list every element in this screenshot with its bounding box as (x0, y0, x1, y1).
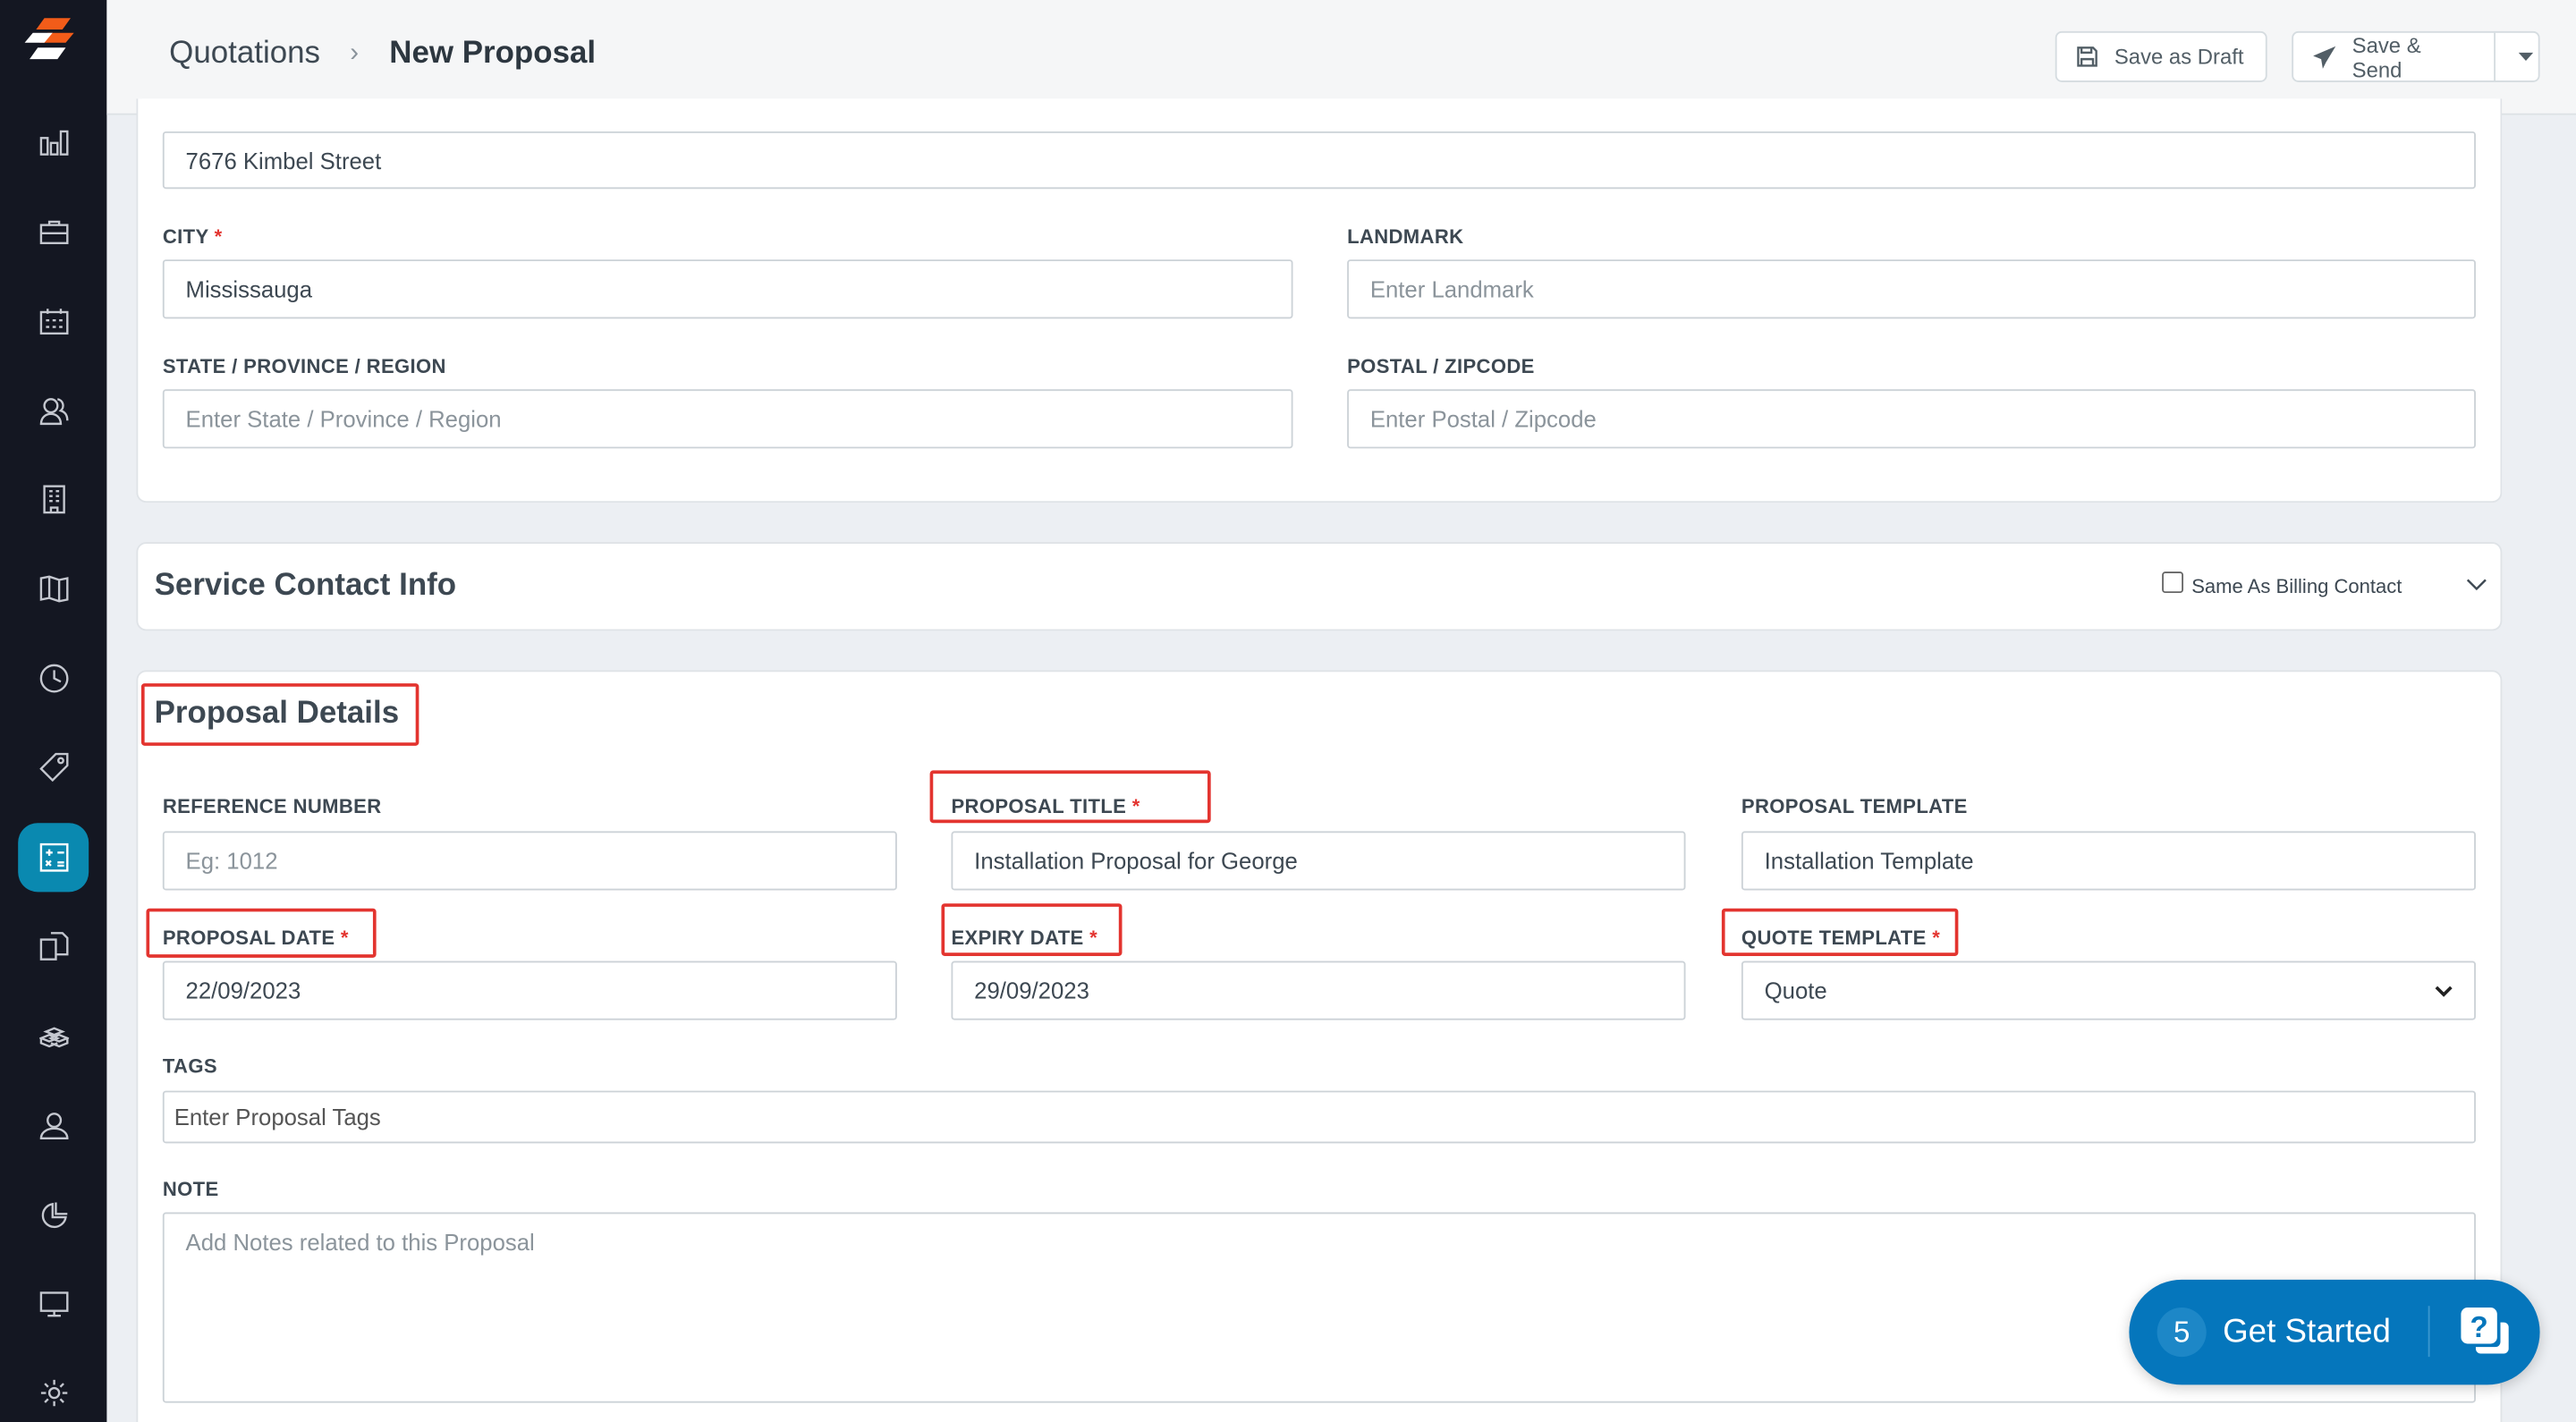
tags-input[interactable]: Enter Proposal Tags (162, 1090, 2476, 1144)
get-started-count-badge: 5 (2157, 1308, 2207, 1358)
page-header: Quotations › New Proposal Save as Draft … (106, 0, 2576, 115)
highlight-box (929, 770, 1211, 824)
highlight-box (941, 903, 1123, 956)
sidebar-item-calendar[interactable] (18, 287, 89, 356)
get-started-label: Get Started (2223, 1314, 2391, 1350)
proposal-template-label: PROPOSAL TEMPLATE (1741, 794, 1968, 818)
user-icon (38, 1113, 68, 1140)
calculator-icon (38, 842, 68, 872)
proposal-date-label: PROPOSAL DATE * (162, 926, 349, 950)
calendar-icon (38, 309, 68, 335)
sidebar-item-pricing[interactable] (18, 732, 89, 801)
clock-icon (38, 664, 68, 693)
gear-icon (39, 1379, 67, 1407)
floppy-disk-icon (2077, 47, 2097, 67)
proposal-date-input[interactable]: 22/09/2023 (162, 961, 897, 1020)
sidebar-item-jobs[interactable] (18, 197, 89, 266)
proposal-details-title: Proposal Details (154, 696, 400, 732)
sidebar-item-inventory[interactable] (18, 1002, 89, 1071)
sidebar-item-users[interactable] (18, 1091, 89, 1160)
map-icon (38, 575, 68, 603)
note-textarea[interactable]: Add Notes related to this Proposal (162, 1212, 2476, 1403)
caret-down-icon (2517, 52, 2533, 61)
save-send-button[interactable]: Save & Send (2293, 31, 2496, 81)
breadcrumb-quotations[interactable]: Quotations (169, 36, 320, 71)
expiry-date-input[interactable]: 29/09/2023 (951, 961, 1686, 1020)
boxes-icon (38, 1027, 69, 1048)
sidebar-item-clients[interactable] (18, 377, 89, 445)
sidebar-item-map[interactable] (18, 554, 89, 622)
tag-icon (38, 752, 68, 783)
highlight-box (140, 683, 419, 746)
expiry-date-label: EXPIRY DATE * (951, 926, 1098, 950)
landmark-label: LANDMARK (1347, 224, 1464, 249)
sidebar-item-quotations[interactable] (18, 823, 89, 893)
pie-chart-icon (40, 1202, 67, 1229)
quote-template-label: QUOTE TEMPLATE * (1741, 926, 1941, 950)
breadcrumb-separator: › (350, 39, 360, 68)
get-started-button[interactable]: 5 Get Started ? (2129, 1279, 2540, 1385)
save-draft-label: Save as Draft (2114, 44, 2244, 70)
briefcase-icon (38, 220, 68, 245)
save-send-label: Save & Send (2351, 31, 2421, 81)
app-logo[interactable] (24, 16, 80, 72)
same-as-billing-label[interactable]: Same As Billing Contact (2191, 574, 2402, 598)
highlight-box (146, 908, 377, 958)
quote-template-select[interactable]: Quote (1741, 961, 2476, 1020)
help-icon: ? (2461, 1308, 2509, 1354)
sidebar-item-timesheet[interactable] (18, 644, 89, 713)
save-draft-button[interactable]: Save as Draft (2055, 30, 2267, 82)
postal-input[interactable]: Enter Postal / Zipcode (1347, 389, 2476, 449)
postal-label: POSTAL / ZIPCODE (1347, 354, 1535, 378)
bar-chart-icon (38, 130, 68, 156)
proposal-template-input[interactable]: Installation Template (1741, 831, 2476, 891)
sidebar-item-settings[interactable] (18, 1359, 89, 1422)
city-input[interactable]: Mississauga (162, 259, 1293, 319)
sidebar-item-display[interactable] (18, 1270, 89, 1339)
svg-text:?: ? (2470, 1311, 2488, 1344)
quote-template-value: Quote (1764, 977, 1827, 1004)
users-icon (38, 398, 68, 426)
sidebar (0, 0, 107, 1422)
save-send-group: Save & Send (2292, 30, 2540, 82)
documents-icon (38, 932, 68, 961)
sidebar-item-properties[interactable] (18, 465, 89, 534)
proposal-title-input[interactable]: Installation Proposal for George (951, 831, 1686, 891)
reference-input[interactable]: Eg: 1012 (162, 831, 897, 891)
highlight-box (1721, 908, 1959, 956)
sidebar-item-reports[interactable] (18, 1181, 89, 1250)
chevron-down-icon[interactable] (2466, 579, 2487, 592)
divider (2428, 1306, 2430, 1358)
note-label: NOTE (162, 1177, 219, 1201)
city-label: CITY * (162, 224, 223, 249)
building-icon (42, 485, 64, 514)
page-title: New Proposal (389, 36, 597, 71)
street-input[interactable]: 7676 Kimbel Street (162, 131, 2476, 190)
paper-plane-icon (2313, 45, 2336, 68)
reference-label: REFERENCE NUMBER (162, 794, 382, 818)
chevron-down-icon (2435, 985, 2453, 996)
sidebar-item-invoices[interactable] (18, 911, 89, 980)
service-contact-title: Service Contact Info (154, 568, 457, 604)
state-input[interactable]: Enter State / Province / Region (162, 389, 1293, 449)
proposal-title-label: PROPOSAL TITLE * (951, 794, 1140, 818)
monitor-icon (38, 1291, 68, 1317)
sidebar-item-dashboard[interactable] (18, 108, 89, 177)
landmark-input[interactable]: Enter Landmark (1347, 259, 2476, 319)
tags-label: TAGS (162, 1054, 217, 1078)
service-contact-card[interactable]: Service Contact Info Same As Billing Con… (136, 542, 2503, 631)
same-as-billing-checkbox[interactable] (2162, 571, 2184, 594)
save-send-dropdown[interactable] (2512, 52, 2538, 61)
state-label: STATE / PROVINCE / REGION (162, 354, 446, 378)
